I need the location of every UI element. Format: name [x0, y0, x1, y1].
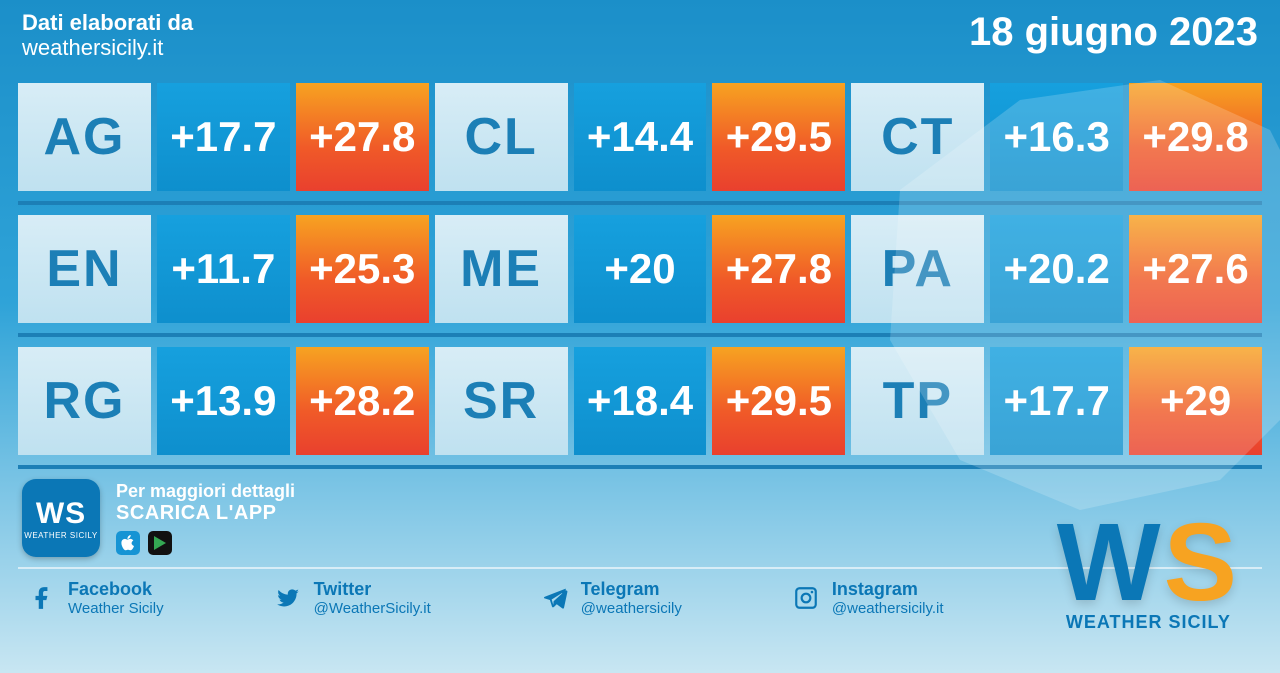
province-code: ME	[435, 215, 568, 323]
low-temp: +17.7	[990, 347, 1123, 455]
ws-app-badge: WS WEATHER SICILY	[22, 479, 100, 557]
social-links: Facebook Weather Sicily Twitter @Weather…	[0, 569, 1280, 627]
high-temp: +29.8	[1129, 83, 1262, 191]
low-temp: +20.2	[990, 215, 1123, 323]
province-code: RG	[18, 347, 151, 455]
social-instagram: Instagram @weathersicily.it	[792, 579, 944, 617]
social-name: Twitter	[314, 579, 431, 600]
social-name: Telegram	[581, 579, 682, 600]
app-promo: WS WEATHER SICILY Per maggiori dettagli …	[0, 469, 1280, 561]
date: 18 giugno 2023	[969, 10, 1258, 55]
low-temp: +18.4	[574, 347, 707, 455]
social-handle: @WeatherSicily.it	[314, 600, 431, 617]
promo-text: Per maggiori dettagli SCARICA L'APP	[116, 481, 295, 555]
header: Dati elaborati da weathersicily.it 18 gi…	[0, 0, 1280, 67]
province-code: CL	[435, 83, 568, 191]
province-code: CT	[851, 83, 984, 191]
social-twitter: Twitter @WeatherSicily.it	[274, 579, 431, 617]
twitter-icon	[274, 584, 302, 612]
social-name: Instagram	[832, 579, 944, 600]
province-code: AG	[18, 83, 151, 191]
high-temp: +27.8	[296, 83, 429, 191]
store-icons	[116, 531, 295, 555]
high-temp: +25.3	[296, 215, 429, 323]
low-temp: +16.3	[990, 83, 1123, 191]
high-temp: +27.6	[1129, 215, 1262, 323]
high-temp: +29.5	[712, 83, 845, 191]
source-url: weathersicily.it	[22, 35, 193, 61]
high-temp: +29	[1129, 347, 1262, 455]
facebook-icon	[28, 584, 56, 612]
google-play-icon	[148, 531, 172, 555]
low-temp: +13.9	[157, 347, 290, 455]
social-handle: @weathersicily	[581, 600, 682, 617]
social-facebook: Facebook Weather Sicily	[28, 579, 164, 617]
province-code: SR	[435, 347, 568, 455]
social-handle: @weathersicily.it	[832, 600, 944, 617]
table-row: AG +17.7 +27.8 CL +14.4 +29.5 CT +16.3 +…	[14, 73, 1266, 201]
app-store-icon	[116, 531, 140, 555]
province-code: PA	[851, 215, 984, 323]
social-name: Facebook	[68, 579, 164, 600]
province-code: EN	[18, 215, 151, 323]
social-telegram: Telegram @weathersicily	[541, 579, 682, 617]
source-label: Dati elaborati da	[22, 10, 193, 35]
high-temp: +28.2	[296, 347, 429, 455]
low-temp: +11.7	[157, 215, 290, 323]
table-row: EN +11.7 +25.3 ME +20 +27.8 PA +20.2 +27…	[14, 205, 1266, 333]
low-temp: +17.7	[157, 83, 290, 191]
source-block: Dati elaborati da weathersicily.it	[22, 10, 193, 61]
low-temp: +14.4	[574, 83, 707, 191]
high-temp: +29.5	[712, 347, 845, 455]
badge-ws-text: WS	[36, 497, 86, 531]
instagram-icon	[792, 584, 820, 612]
table-row: RG +13.9 +28.2 SR +18.4 +29.5 TP +17.7 +…	[14, 337, 1266, 465]
promo-line1: Per maggiori dettagli	[116, 481, 295, 502]
badge-sub-text: WEATHER SICILY	[24, 531, 97, 540]
low-temp: +20	[574, 215, 707, 323]
promo-line2: SCARICA L'APP	[116, 502, 295, 525]
high-temp: +27.8	[712, 215, 845, 323]
temperature-grid: AG +17.7 +27.8 CL +14.4 +29.5 CT +16.3 +…	[0, 67, 1280, 469]
social-handle: Weather Sicily	[68, 600, 164, 617]
telegram-icon	[541, 584, 569, 612]
province-code: TP	[851, 347, 984, 455]
